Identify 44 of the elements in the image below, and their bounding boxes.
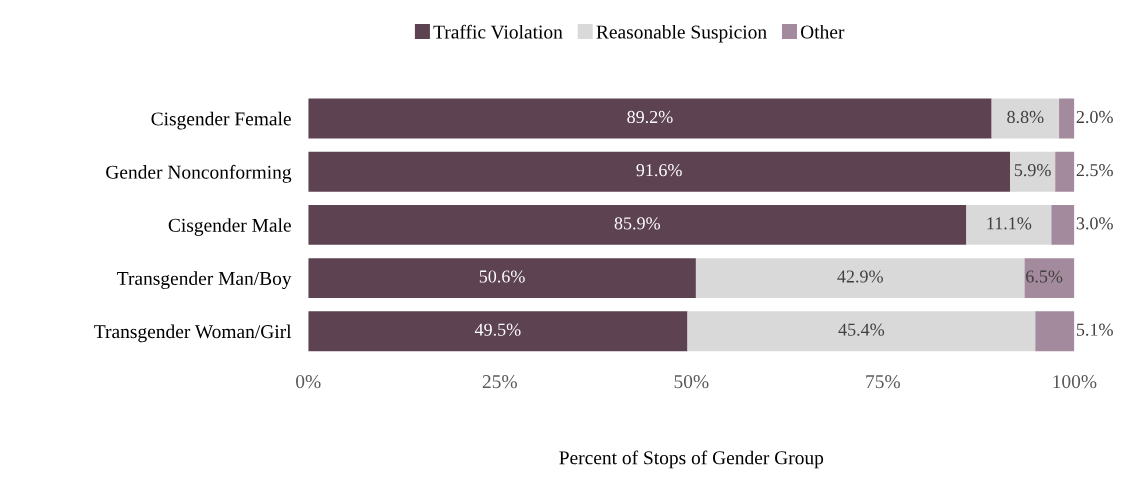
data-label: 91.6%: [636, 164, 682, 177]
bar: [1055, 151, 1075, 192]
bar: [1035, 311, 1075, 352]
y-tick-label: Cisgender Female: [151, 111, 291, 130]
bar: [1059, 98, 1075, 139]
y-tick-label: Transgender Man/Boy: [117, 271, 292, 290]
y-tick-label: Cisgender Male: [168, 218, 291, 236]
x-tick-label: 100%: [1053, 375, 1097, 389]
legend-label: Reasonable Suspicion: [596, 24, 767, 43]
bar: [695, 258, 1025, 299]
data-label: 85.9%: [614, 217, 660, 230]
data-label: 3.0%: [1076, 217, 1113, 230]
data-label: 2.0%: [1076, 110, 1113, 124]
bar: [308, 204, 967, 245]
data-label: 6.5%: [1026, 270, 1063, 283]
data-label: 50.6%: [479, 270, 525, 283]
bar: [687, 311, 1036, 352]
data-label: 89.2%: [627, 110, 673, 124]
x-tick-label: 50%: [674, 375, 709, 389]
data-label: 42.9%: [837, 270, 883, 283]
x-axis-title: Percent of Stops of Gender Group: [559, 450, 824, 469]
bar: [991, 98, 1060, 139]
data-label: 5.1%: [1076, 323, 1113, 336]
bar: [308, 258, 696, 299]
bar: [1051, 204, 1075, 245]
legend-label: Other: [800, 24, 845, 39]
bar: [308, 311, 688, 352]
bar: [308, 98, 992, 139]
y-tick-label: Gender Nonconforming: [106, 164, 292, 183]
y-tick-label: Transgender Woman/Girl: [94, 324, 292, 343]
data-label: 2.5%: [1076, 164, 1113, 177]
bar: [1010, 151, 1056, 192]
bar: [1024, 258, 1075, 299]
data-label: 49.5%: [474, 323, 521, 336]
data-label: 45.4%: [838, 323, 885, 336]
x-tick-label: 0%: [296, 375, 321, 389]
legend-label: Traffic Violation: [433, 24, 563, 39]
bar: [966, 204, 1052, 245]
data-label: 8.8%: [1007, 110, 1044, 124]
x-tick-label: 25%: [482, 375, 517, 389]
data-label: 11.1%: [987, 217, 1032, 230]
x-tick-label: 75%: [866, 375, 900, 389]
bar: [308, 151, 1011, 192]
data-label: 5.9%: [1014, 164, 1051, 177]
